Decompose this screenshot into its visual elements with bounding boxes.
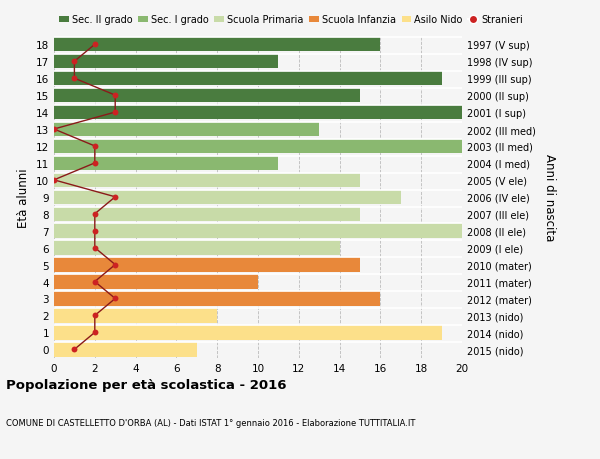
Bar bbox=[54, 325, 442, 340]
Bar bbox=[54, 308, 217, 323]
Point bbox=[90, 312, 100, 319]
Point bbox=[90, 160, 100, 167]
Point bbox=[110, 194, 120, 201]
Y-axis label: Anni di nascita: Anni di nascita bbox=[542, 154, 556, 241]
Bar bbox=[54, 275, 258, 289]
Text: Popolazione per età scolastica - 2016: Popolazione per età scolastica - 2016 bbox=[6, 379, 287, 392]
Point bbox=[90, 228, 100, 235]
Bar bbox=[54, 291, 380, 306]
Point bbox=[110, 92, 120, 100]
Point bbox=[90, 329, 100, 336]
Bar bbox=[54, 55, 278, 69]
Point bbox=[70, 75, 79, 83]
Point bbox=[90, 278, 100, 285]
Bar bbox=[54, 89, 360, 103]
Bar bbox=[54, 72, 442, 86]
Legend: Sec. II grado, Sec. I grado, Scuola Primaria, Scuola Infanzia, Asilo Nido, Stran: Sec. II grado, Sec. I grado, Scuola Prim… bbox=[59, 16, 523, 25]
Point bbox=[90, 143, 100, 150]
Point bbox=[70, 58, 79, 66]
Bar bbox=[54, 157, 278, 171]
Bar bbox=[54, 106, 462, 120]
Point bbox=[110, 261, 120, 269]
Point bbox=[49, 177, 59, 184]
Bar bbox=[54, 123, 319, 137]
Bar bbox=[54, 224, 462, 238]
Point bbox=[90, 41, 100, 49]
Point bbox=[49, 126, 59, 134]
Point bbox=[110, 109, 120, 117]
Text: COMUNE DI CASTELLETTO D'ORBA (AL) - Dati ISTAT 1° gennaio 2016 - Elaborazione TU: COMUNE DI CASTELLETTO D'ORBA (AL) - Dati… bbox=[6, 418, 415, 427]
Y-axis label: Età alunni: Età alunni bbox=[17, 168, 31, 227]
Bar bbox=[54, 342, 197, 357]
Point bbox=[90, 211, 100, 218]
Bar bbox=[54, 207, 360, 221]
Point bbox=[110, 295, 120, 302]
Point bbox=[90, 245, 100, 252]
Bar bbox=[54, 241, 340, 255]
Bar bbox=[54, 38, 380, 52]
Bar bbox=[54, 173, 360, 188]
Point bbox=[70, 346, 79, 353]
Bar bbox=[54, 258, 360, 272]
Bar bbox=[54, 140, 462, 154]
Bar bbox=[54, 190, 401, 205]
